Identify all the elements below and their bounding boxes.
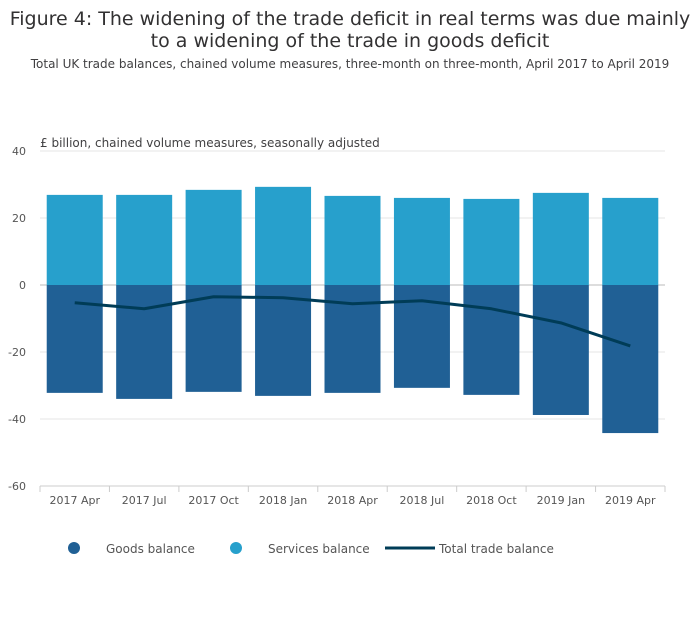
bar-goods-balance [185,285,242,392]
legend-label: Total trade balance [438,542,554,556]
bar-goods-balance [255,285,312,396]
bar-goods-balance [46,285,103,393]
bar-services-balance [185,189,242,285]
legend-marker [68,542,80,554]
x-tick-label: 2017 Apr [49,494,100,507]
bar-services-balance [393,197,450,285]
legend-marker [230,542,242,554]
bar-services-balance [532,192,589,285]
x-tick-label: 2018 Apr [327,494,378,507]
legend-label: Goods balance [106,542,195,556]
bar-goods-balance [602,285,659,434]
x-tick-label: 2018 Oct [466,494,517,507]
y-tick-label: 20 [12,212,26,225]
bar-goods-balance [532,285,589,415]
chart-subtitle: Total UK trade balances, chained volume … [30,57,670,71]
y-tick-label: 0 [19,279,26,292]
y-tick-label: 40 [12,145,26,158]
y-axis-label: £ billion, chained volume measures, seas… [40,136,380,150]
bar-services-balance [46,194,103,285]
y-tick-label: -60 [8,480,26,493]
line-total-trade-balance [74,295,631,348]
x-tick-label: 2018 Jul [400,494,445,507]
bar-services-balance [116,194,173,285]
bar-services-balance [324,195,381,285]
bar-goods-balance [463,285,520,395]
x-tick-label: 2019 Jan [537,494,585,507]
chart-title: Figure 4: The widening of the trade defi… [9,8,691,52]
legend-label: Services balance [268,542,370,556]
bar-services-balance [602,197,659,285]
bar-services-balance [255,186,312,285]
x-tick-label: 2018 Jan [259,494,307,507]
bar-goods-balance [116,285,173,399]
y-tick-label: -40 [8,413,26,426]
bar-services-balance [463,198,520,285]
x-tick-label: 2017 Jul [122,494,167,507]
x-tick-label: 2017 Oct [188,494,239,507]
y-tick-label: -20 [8,346,26,359]
x-tick-label: 2019 Apr [605,494,656,507]
